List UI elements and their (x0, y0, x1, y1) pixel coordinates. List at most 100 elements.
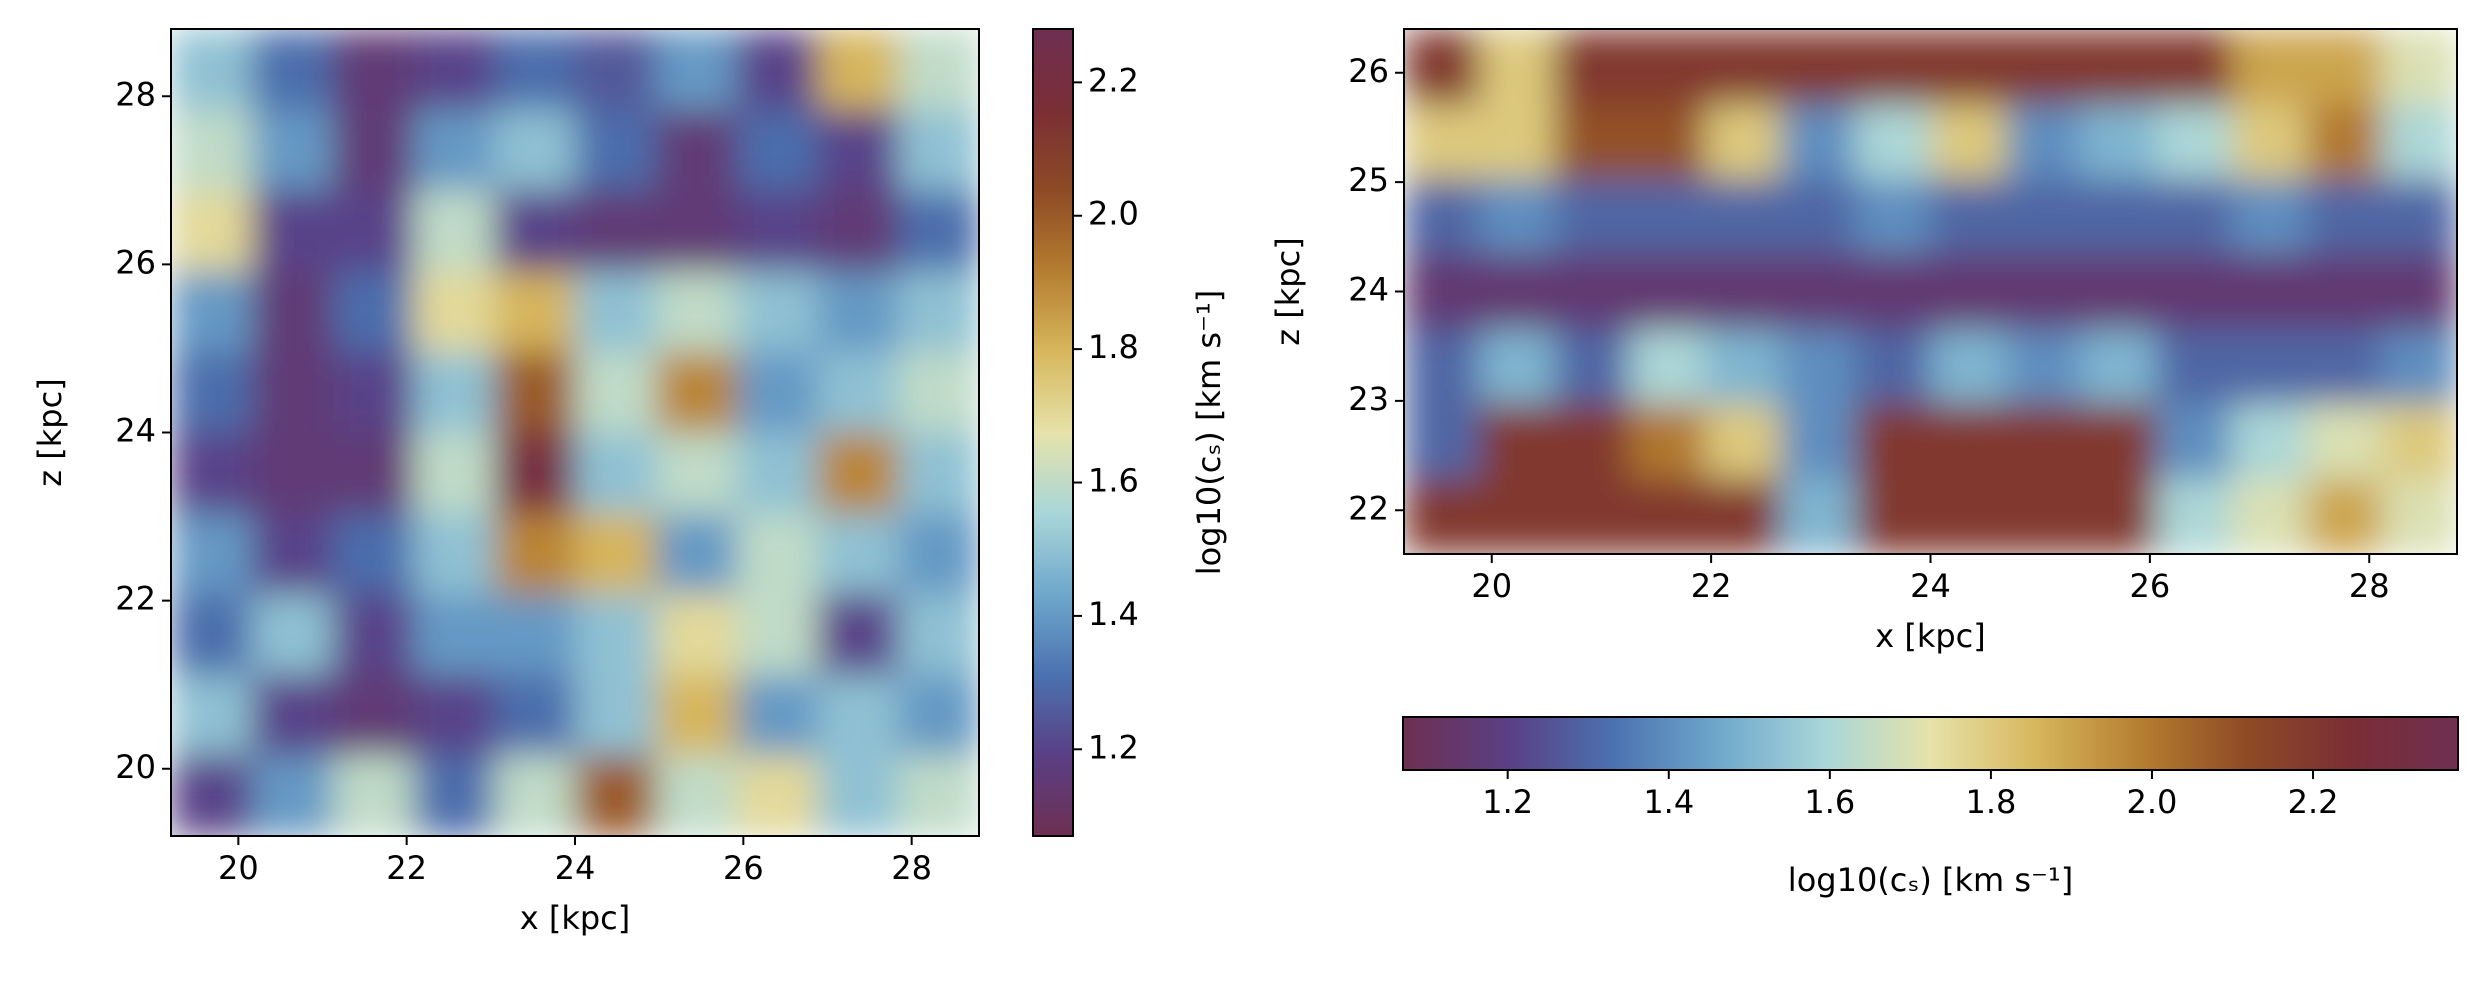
heatmap-cell (332, 29, 415, 111)
heatmap-cell (1479, 254, 1556, 330)
heatmap-cell (736, 755, 819, 836)
heatmap-cell (1629, 404, 1706, 480)
heatmap-cell (251, 674, 334, 757)
heatmap-cell (332, 190, 415, 273)
cbar-tick-label: 1.6 (1088, 462, 1139, 500)
heatmap-cell (817, 513, 900, 595)
heatmap-cell (1479, 29, 1556, 105)
heatmap-cell (817, 109, 900, 192)
heatmap-cell (898, 674, 979, 757)
cbar-tick-label: 2.0 (2127, 783, 2178, 821)
cbar-tick-label: 1.4 (1643, 783, 1694, 821)
heatmap-cell (2231, 29, 2308, 105)
heatmap-cell (413, 271, 496, 353)
heatmap-cell (251, 351, 334, 434)
heatmap-cell (494, 190, 576, 273)
y-tick-label: 25 (1348, 161, 1389, 199)
y-tick-label: 26 (1348, 52, 1389, 90)
heatmap-cell (655, 190, 738, 273)
y-axis-label: z [kpc] (31, 378, 69, 486)
x-tick-label: 20 (218, 849, 259, 887)
heatmap-cell (655, 29, 738, 111)
heatmap-cell (1780, 104, 1857, 180)
heatmap-cell (1855, 254, 1932, 330)
heatmap-cell (332, 271, 415, 353)
heatmap-cell (736, 674, 819, 757)
heatmap-cell (1780, 179, 1857, 255)
y-tick-label: 20 (115, 748, 156, 786)
heatmap-cell (2306, 29, 2383, 105)
heatmap-cell (817, 755, 900, 836)
heatmap (171, 29, 979, 836)
y-tick-label: 22 (1348, 489, 1389, 527)
heatmap-cell (2306, 104, 2383, 180)
heatmap-cell (575, 513, 657, 595)
heatmap-cell (898, 593, 979, 676)
heatmap-cell (1930, 404, 2007, 480)
y-tick-label: 26 (115, 243, 156, 281)
cbar-tick-label: 1.6 (1804, 783, 1855, 821)
heatmap-cell (817, 190, 900, 273)
heatmap-cell (2080, 104, 2158, 180)
heatmap-cell (413, 513, 496, 595)
x-tick-label: 22 (386, 849, 427, 887)
heatmap-cell (1554, 479, 1631, 554)
heatmap-cell (736, 513, 819, 595)
heatmap-cell (1930, 329, 2007, 405)
heatmap-cell (413, 29, 496, 111)
heatmap-cell (1930, 29, 2007, 105)
heatmap-cell (1554, 29, 1631, 105)
heatmap-cell (1704, 404, 1782, 480)
heatmap-cell (2381, 479, 2457, 554)
heatmap-cell (1855, 329, 1932, 405)
cbar-tick-label: 2.2 (1088, 61, 1139, 99)
heatmap-cell (251, 271, 334, 353)
heatmap-cell (1704, 179, 1782, 255)
heatmap-cell (2005, 329, 2082, 405)
heatmap-cell (251, 432, 334, 515)
heatmap-cell (898, 351, 979, 434)
heatmap-cell (736, 271, 819, 353)
heatmap-cell (332, 593, 415, 676)
heatmap-cell (736, 29, 819, 111)
y-axis-label: z [kpc] (1269, 237, 1307, 345)
heatmap-cell (575, 109, 657, 192)
heatmap-cell (1479, 479, 1556, 554)
heatmap-cell (2156, 254, 2233, 330)
heatmap-cell (332, 755, 415, 836)
heatmap-cell (2381, 104, 2457, 180)
heatmap-cell (171, 109, 253, 192)
heatmap-cell (655, 432, 738, 515)
heatmap-cell (655, 271, 738, 353)
heatmap-cell (494, 755, 576, 836)
heatmap-cell (494, 593, 576, 676)
heatmap-cell (898, 29, 979, 111)
heatmap-cell (1704, 329, 1782, 405)
heatmap-cell (1404, 329, 1481, 405)
heatmap-cell (413, 351, 496, 434)
heatmap-cells (1404, 29, 2457, 554)
cbar-tick-label: 2.2 (2288, 783, 2339, 821)
heatmap-cell (2306, 179, 2383, 255)
x-tick-label: 20 (1471, 567, 1512, 605)
heatmap-cell (575, 674, 657, 757)
heatmap-cell (736, 432, 819, 515)
cbar-tick-label: 1.8 (1088, 328, 1139, 366)
heatmap-cell (2306, 254, 2383, 330)
heatmap-cell (332, 109, 415, 192)
heatmap-cell (171, 29, 253, 111)
heatmap-cell (332, 432, 415, 515)
colorbar (1402, 716, 2459, 771)
heatmap-cell (817, 271, 900, 353)
heatmap-cell (1404, 179, 1481, 255)
heatmap-cell (1855, 179, 1932, 255)
heatmap-cell (1554, 404, 1631, 480)
heatmap-cell (251, 29, 334, 111)
heatmap-cell (171, 755, 253, 836)
heatmap-cell (2080, 179, 2158, 255)
heatmap-cell (2306, 404, 2383, 480)
heatmap-cell (1780, 254, 1857, 330)
heatmap-cell (1554, 179, 1631, 255)
x-tick-label: 28 (2349, 567, 2390, 605)
heatmap-cell (1629, 329, 1706, 405)
